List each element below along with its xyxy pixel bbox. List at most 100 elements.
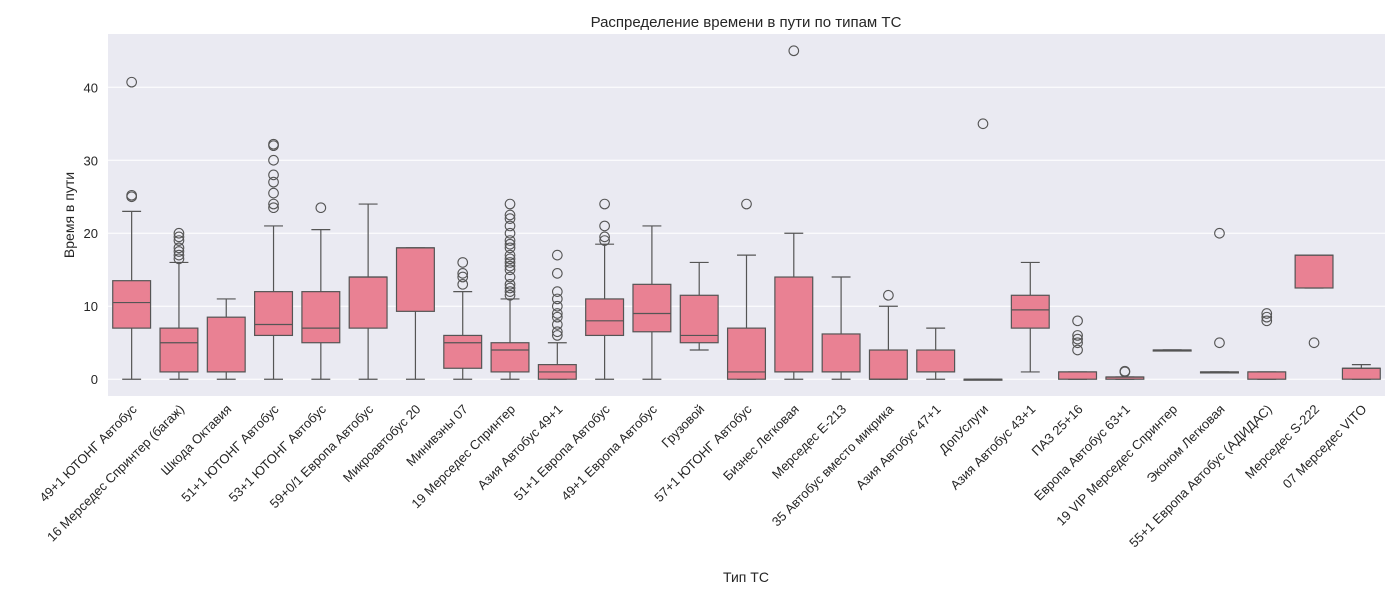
outlier-point [1072,337,1083,349]
outlier-point [551,300,563,312]
outlier-point [551,311,563,323]
box [585,298,625,337]
box [395,247,435,312]
box [774,276,814,373]
y-tick-label: 40 [84,80,98,95]
outlier-point [551,326,563,338]
outlier-point [1119,365,1131,377]
box-group [254,138,294,380]
outlier-point [551,293,563,305]
boxes [112,45,1381,381]
box-group [1341,364,1381,380]
x-tick-label: Азия Автобус 43+1 [947,402,1038,493]
outlier-point [173,235,185,246]
outlier-point [268,176,279,188]
outlier-point [1214,227,1225,239]
outlier-point [504,257,516,268]
outlier-point [1214,337,1225,349]
outlier-point [1308,337,1320,349]
box-group [726,198,767,380]
x-tick-label: 07 Мерседес VITO [1280,402,1370,492]
y-tick-label: 10 [84,299,98,314]
outlier-point [504,264,516,276]
box [1341,367,1381,380]
outlier-point [504,227,516,239]
outlier-point [599,231,610,243]
outlier-point [504,198,516,210]
outlier-point [268,138,279,150]
box [443,334,483,369]
x-tick-label: Грузовой [658,402,707,451]
box-group [206,298,246,380]
outlier-point [551,249,563,261]
box [632,283,672,333]
box-group [1152,349,1192,352]
outlier-point [504,260,516,272]
x-axis-label: Тип ТС [723,569,769,585]
box [301,291,341,344]
box [348,276,388,329]
outlier-point [551,286,563,297]
outlier-point [977,118,989,130]
x-tick-label: Азия Автобус 47+1 [853,402,944,493]
outlier-point [457,278,469,290]
x-tick-label: Азия Автобус 49+1 [474,402,565,493]
outlier-point [173,231,185,243]
outlier-point [268,187,279,199]
outlier-point [268,169,279,181]
box [726,327,767,380]
outlier-point [551,330,563,341]
outlier-point [315,202,327,214]
outlier-point [126,76,137,88]
outlier-point [268,154,279,166]
outlier-point [457,268,469,279]
outlier-point [1072,344,1083,356]
box-group [632,225,672,380]
outlier-point [504,213,516,224]
box [490,342,530,373]
box-group [301,202,341,380]
box-group [963,118,1003,381]
outlier-point [173,246,185,257]
y-axis-label: Время в пути [61,172,77,258]
outlier-point [504,242,516,254]
outlier-point [504,286,516,297]
outlier-point [268,198,279,210]
outlier-point [268,202,279,214]
box-group [821,276,861,380]
outlier-point [504,235,516,246]
box-group [1247,308,1287,380]
outlier-point [599,235,610,246]
box-group [490,198,530,380]
box [206,316,246,373]
outlier-point [504,249,516,261]
outlier-point [504,271,516,283]
outlier-point [1072,315,1083,327]
outlier-point [173,253,185,265]
outlier-point [599,220,610,232]
outlier-point [551,308,563,319]
box [679,294,719,344]
box-group [1105,365,1145,380]
box-group [443,257,483,380]
outlier-point [504,253,516,265]
box-group [348,203,388,380]
box-group [112,76,152,380]
outlier-point [1072,333,1083,345]
outlier-point [1261,308,1273,319]
outlier-point [173,249,185,261]
box [112,280,152,329]
box [916,349,956,373]
box-group [395,247,435,380]
box [1010,294,1050,329]
outlier-point [457,271,469,283]
box-group [159,227,199,380]
box [159,327,199,373]
outlier-point [504,238,516,250]
box-group [537,249,577,380]
outlier-point [504,209,516,221]
box-group [585,198,625,380]
outlier-point [551,268,563,279]
